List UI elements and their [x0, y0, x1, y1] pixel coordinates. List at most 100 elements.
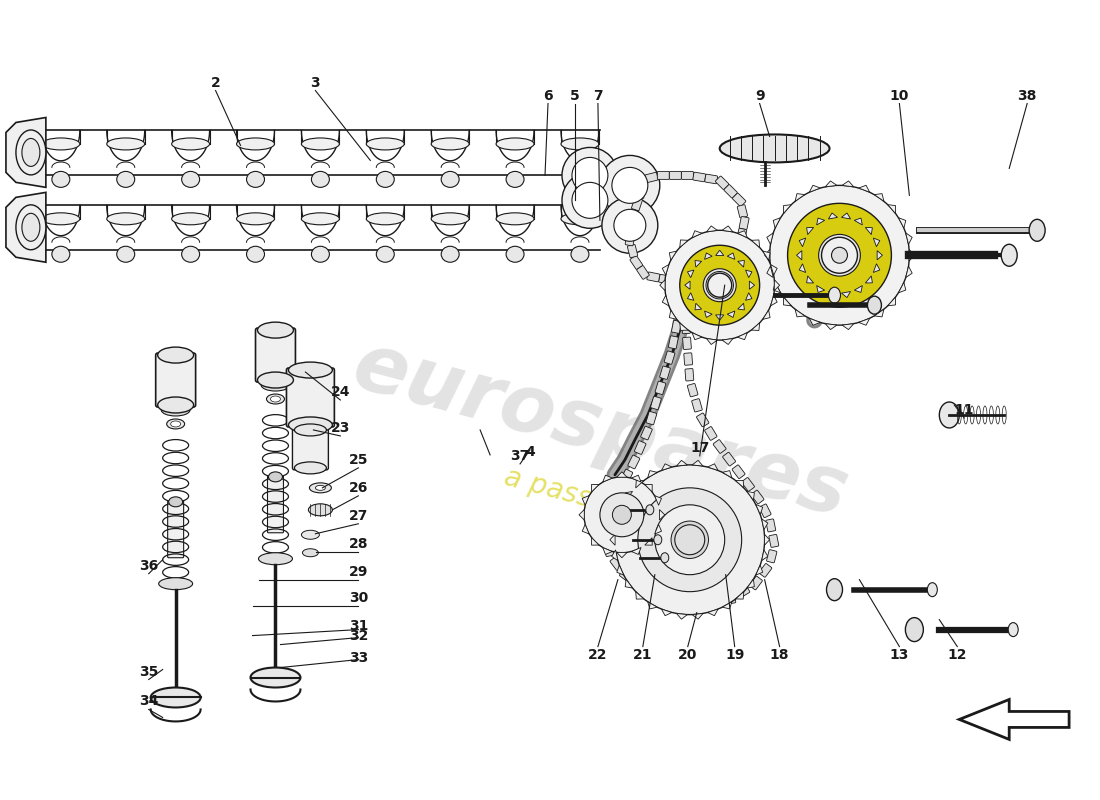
FancyBboxPatch shape [715, 257, 728, 270]
Polygon shape [660, 510, 664, 520]
FancyBboxPatch shape [637, 266, 649, 279]
Polygon shape [800, 238, 805, 246]
Text: 29: 29 [349, 565, 368, 578]
FancyBboxPatch shape [664, 351, 675, 364]
FancyBboxPatch shape [631, 198, 642, 210]
FancyBboxPatch shape [670, 171, 681, 179]
FancyBboxPatch shape [669, 336, 679, 349]
Circle shape [671, 521, 708, 558]
Text: 33: 33 [349, 650, 368, 665]
Ellipse shape [653, 534, 662, 545]
Polygon shape [676, 460, 688, 466]
Text: 6: 6 [543, 89, 553, 102]
Polygon shape [774, 280, 780, 290]
Polygon shape [756, 565, 762, 575]
Ellipse shape [927, 582, 937, 597]
Circle shape [601, 494, 642, 536]
Ellipse shape [15, 130, 46, 175]
FancyBboxPatch shape [705, 263, 718, 275]
Ellipse shape [366, 138, 405, 150]
FancyBboxPatch shape [759, 504, 771, 518]
Polygon shape [899, 218, 905, 228]
Polygon shape [866, 276, 872, 283]
Polygon shape [751, 240, 760, 247]
Polygon shape [773, 218, 781, 228]
Polygon shape [825, 324, 837, 330]
FancyBboxPatch shape [634, 175, 647, 186]
Text: 11: 11 [955, 403, 974, 417]
Polygon shape [660, 280, 666, 290]
Text: 5: 5 [570, 89, 580, 102]
Ellipse shape [157, 347, 194, 363]
FancyBboxPatch shape [681, 171, 693, 179]
Polygon shape [736, 481, 744, 488]
Polygon shape [773, 282, 781, 293]
Ellipse shape [182, 171, 199, 187]
Ellipse shape [158, 578, 192, 590]
FancyBboxPatch shape [724, 185, 737, 198]
FancyBboxPatch shape [293, 428, 329, 470]
Ellipse shape [172, 213, 210, 225]
FancyBboxPatch shape [610, 557, 623, 570]
Polygon shape [716, 250, 724, 255]
Ellipse shape [236, 138, 275, 150]
Polygon shape [692, 614, 703, 619]
Polygon shape [795, 194, 805, 202]
Polygon shape [783, 205, 791, 214]
FancyBboxPatch shape [692, 600, 705, 609]
Ellipse shape [506, 246, 524, 262]
Ellipse shape [42, 138, 80, 150]
FancyBboxPatch shape [678, 290, 688, 302]
Ellipse shape [42, 213, 80, 225]
Ellipse shape [828, 287, 840, 303]
Circle shape [690, 255, 750, 315]
Polygon shape [762, 310, 770, 319]
Polygon shape [645, 538, 652, 545]
Polygon shape [738, 303, 745, 310]
FancyBboxPatch shape [680, 274, 690, 286]
Ellipse shape [301, 213, 340, 225]
Text: 32: 32 [349, 629, 368, 642]
Polygon shape [582, 496, 590, 506]
Ellipse shape [162, 404, 190, 416]
Polygon shape [680, 240, 689, 247]
Circle shape [788, 203, 891, 307]
FancyBboxPatch shape [723, 595, 736, 605]
Polygon shape [842, 213, 850, 219]
Polygon shape [795, 310, 805, 317]
Circle shape [613, 506, 631, 524]
Polygon shape [582, 524, 590, 534]
FancyBboxPatch shape [658, 171, 669, 179]
Polygon shape [6, 192, 46, 262]
Ellipse shape [309, 483, 331, 493]
Ellipse shape [261, 379, 290, 391]
Text: 31: 31 [349, 618, 368, 633]
FancyBboxPatch shape [759, 563, 772, 578]
FancyBboxPatch shape [619, 570, 634, 582]
Polygon shape [749, 281, 755, 290]
Polygon shape [692, 333, 702, 340]
Polygon shape [877, 250, 882, 260]
Polygon shape [636, 591, 644, 599]
Ellipse shape [496, 138, 534, 150]
Ellipse shape [257, 322, 294, 338]
Polygon shape [736, 591, 744, 599]
Polygon shape [727, 311, 735, 318]
Polygon shape [705, 311, 712, 318]
Circle shape [612, 167, 648, 203]
Circle shape [654, 505, 725, 574]
Ellipse shape [496, 213, 534, 225]
Polygon shape [645, 485, 652, 492]
Circle shape [832, 247, 847, 263]
FancyBboxPatch shape [737, 228, 747, 242]
Polygon shape [676, 614, 688, 619]
Ellipse shape [646, 505, 653, 515]
Text: a passion for parts: a passion for parts [502, 462, 759, 557]
Text: 19: 19 [725, 647, 745, 662]
Text: 10: 10 [890, 89, 909, 102]
Polygon shape [688, 293, 694, 300]
Polygon shape [6, 118, 46, 187]
Ellipse shape [868, 296, 881, 314]
Polygon shape [716, 315, 724, 320]
FancyBboxPatch shape [629, 209, 639, 222]
